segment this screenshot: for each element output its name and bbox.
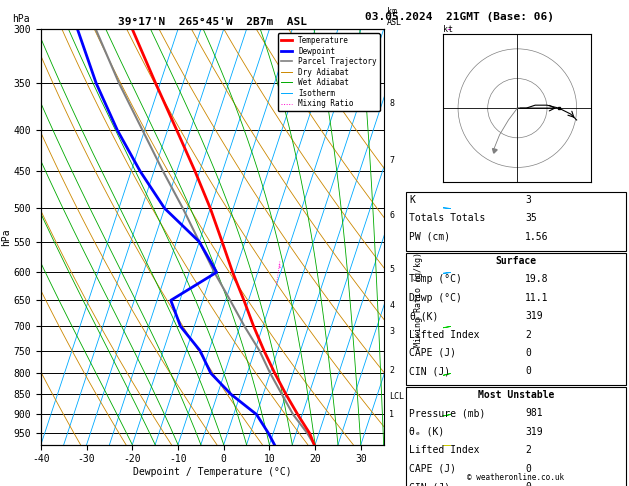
Text: Lifted Index: Lifted Index (409, 445, 480, 455)
Legend: Temperature, Dewpoint, Parcel Trajectory, Dry Adiabat, Wet Adiabat, Isotherm, Mi: Temperature, Dewpoint, Parcel Trajectory… (277, 33, 380, 111)
Text: © weatheronline.co.uk: © weatheronline.co.uk (467, 473, 564, 482)
Y-axis label: hPa: hPa (1, 228, 11, 246)
Text: 0: 0 (525, 348, 531, 358)
Text: Most Unstable: Most Unstable (477, 390, 554, 400)
Text: 8: 8 (389, 99, 394, 108)
Text: 03.05.2024  21GMT (Base: 06): 03.05.2024 21GMT (Base: 06) (365, 12, 554, 22)
Text: 1: 1 (277, 264, 281, 269)
Text: 2: 2 (389, 366, 394, 376)
Text: 6: 6 (389, 211, 394, 220)
Text: Totals Totals: Totals Totals (409, 213, 486, 224)
Text: kt: kt (443, 25, 454, 34)
Text: 0: 0 (525, 482, 531, 486)
Text: hPa: hPa (13, 14, 30, 24)
Text: PW (cm): PW (cm) (409, 232, 450, 242)
Text: 5: 5 (389, 265, 394, 274)
Text: K: K (409, 195, 415, 205)
Text: LCL: LCL (389, 392, 404, 401)
Text: 319: 319 (525, 427, 543, 437)
Title: 39°17'N  265°45'W  2B7m  ASL: 39°17'N 265°45'W 2B7m ASL (118, 17, 307, 27)
Text: 319: 319 (525, 311, 543, 321)
Text: 2: 2 (525, 445, 531, 455)
Text: Temp (°C): Temp (°C) (409, 274, 462, 284)
Text: 1: 1 (389, 410, 394, 419)
Text: 4: 4 (389, 301, 394, 310)
Text: θₑ (K): θₑ (K) (409, 427, 445, 437)
Text: 981: 981 (525, 408, 543, 418)
Text: CAPE (J): CAPE (J) (409, 348, 457, 358)
Text: CIN (J): CIN (J) (409, 482, 450, 486)
Text: 3: 3 (389, 327, 394, 336)
Text: Pressure (mb): Pressure (mb) (409, 408, 486, 418)
Text: CAPE (J): CAPE (J) (409, 464, 457, 474)
Text: 35: 35 (525, 213, 537, 224)
X-axis label: Dewpoint / Temperature (°C): Dewpoint / Temperature (°C) (133, 467, 292, 477)
Text: km
ASL: km ASL (387, 7, 402, 27)
Text: 11.1: 11.1 (525, 293, 548, 303)
Text: 1.56: 1.56 (525, 232, 548, 242)
Text: Dewp (°C): Dewp (°C) (409, 293, 462, 303)
Text: 0: 0 (525, 464, 531, 474)
Text: Surface: Surface (495, 256, 537, 266)
Text: CIN (J): CIN (J) (409, 366, 450, 377)
Text: 3: 3 (525, 195, 531, 205)
Text: 19.8: 19.8 (525, 274, 548, 284)
Text: Lifted Index: Lifted Index (409, 330, 480, 340)
Text: 7: 7 (389, 156, 394, 165)
Text: θₑ(K): θₑ(K) (409, 311, 439, 321)
Text: 0: 0 (525, 366, 531, 377)
Text: 2: 2 (525, 330, 531, 340)
Text: Mixing Ratio (g/kg): Mixing Ratio (g/kg) (414, 252, 423, 347)
